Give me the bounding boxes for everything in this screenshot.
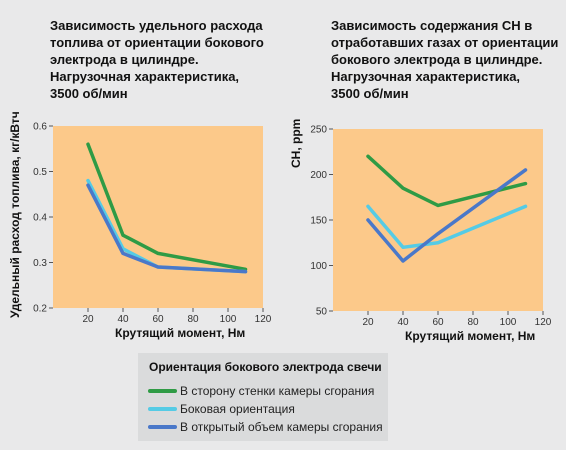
- chart1-y-tick-label: 0.4: [33, 213, 47, 224]
- chart2-plot: 20 40 60 80 100 120 50 100 150 200 250: [310, 125, 551, 329]
- chart2-series-point: [436, 241, 440, 245]
- legend-swatch-green: [148, 389, 177, 393]
- chart2-x-tick-label: 100: [500, 317, 517, 328]
- chart2-title-line: Зависимость содержания СН в: [331, 18, 532, 33]
- chart2-y-tick-label: 150: [310, 216, 327, 227]
- chart1-plot-area: [53, 126, 263, 308]
- chart2-series-point: [524, 204, 527, 208]
- chart2-y-tick-label: 100: [310, 261, 327, 272]
- chart2-title-line: Нагрузочная характеристика,: [331, 69, 520, 84]
- chart2-series-point: [436, 232, 440, 236]
- chart1-series-point: [86, 179, 90, 183]
- chart1-x-tick-label: 60: [152, 314, 164, 325]
- legend-title: Ориентация бокового электрода свечи: [149, 360, 382, 374]
- chart1-y-tick-label: 0.6: [33, 122, 47, 133]
- legend-label: Боковая ориентация: [180, 402, 295, 416]
- legend-swatch-cyan: [148, 407, 177, 411]
- legend-swatch-blue: [148, 425, 177, 429]
- chart2-series-line-1: [366, 204, 528, 250]
- chart2-ylabel: CH, ppm: [289, 119, 303, 168]
- legend-label: В открытый объем камеры сгорания: [180, 420, 383, 434]
- chart2-y-tick-label: 200: [310, 170, 327, 181]
- chart1-y-tick-label: 0.3: [33, 258, 47, 269]
- chart1-series-point: [121, 251, 125, 255]
- chart1-series-line-0: [86, 142, 248, 272]
- chart1-plot: 20 40 60 80 100 120 0.2 0.3 0.4 0.5 0.6: [33, 122, 272, 326]
- chart1-series-point: [156, 265, 160, 269]
- chart2-series-point: [436, 203, 440, 207]
- chart1-series-point: [244, 270, 247, 274]
- chart1-series-point: [121, 233, 125, 237]
- chart2-series-point: [524, 182, 527, 186]
- chart2-series-point: [524, 168, 527, 172]
- chart1-title-line: электрода в цилиндре.: [50, 52, 199, 67]
- chart2-x-tick-label: 40: [397, 317, 409, 328]
- chart2-title-line: отработавших газах от ориентации: [331, 35, 558, 50]
- chart2-series-point: [366, 218, 370, 222]
- chart2-series-point: [401, 259, 405, 263]
- chart2-y-tick-label: 50: [316, 307, 328, 318]
- chart2-xlabel: Крутящий момент, Нм: [405, 329, 535, 343]
- chart2-series-line-0: [366, 154, 528, 208]
- legend: [138, 353, 388, 441]
- chart1-title-line: топлива от ориентации бокового: [50, 35, 264, 50]
- chart1-title-line: Зависимость удельного расхода: [50, 18, 263, 33]
- chart2-series-point: [401, 186, 405, 190]
- chart1-ylabel: Удельный расход топлива, кг/кВтч: [8, 111, 22, 318]
- chart1-xlabel: Крутящий момент, Нм: [115, 326, 245, 340]
- chart2-x-tick-label: 120: [535, 317, 552, 328]
- chart2-series-point: [366, 154, 370, 158]
- chart1-x-tick-label: 40: [117, 314, 129, 325]
- chart1-series-point: [86, 142, 90, 146]
- chart2-plot-area: [333, 129, 543, 311]
- chart1-series-point: [156, 251, 160, 255]
- chart2-title-line: бокового электрода в цилиндре.: [331, 52, 542, 67]
- chart1-x-tick-label: 120: [255, 314, 272, 325]
- chart1-y-tick-label: 0.5: [33, 167, 47, 178]
- chart1-title: Зависимость удельного расхода топлива от…: [50, 18, 264, 101]
- chart2-series-point: [401, 245, 405, 249]
- chart1-y-tick-label: 0.2: [33, 304, 47, 315]
- chart2-x-tick-label: 80: [467, 317, 479, 328]
- chart2-series-point: [366, 204, 370, 208]
- chart2-y-tick-label: 250: [310, 125, 327, 136]
- chart1-x-tick-label: 100: [220, 314, 237, 325]
- chart1-series-point: [86, 183, 90, 187]
- chart1-x-tick-label: 20: [82, 314, 94, 325]
- chart1-title-line: 3500 об/мин: [50, 86, 128, 101]
- chart2-title-line: 3500 об/мин: [331, 86, 409, 101]
- chart2-x-tick-label: 60: [432, 317, 444, 328]
- chart1-x-tick-label: 80: [187, 314, 199, 325]
- legend-label: В сторону стенки камеры сгорания: [180, 384, 375, 398]
- chart1-title-line: Нагрузочная характеристика,: [50, 69, 239, 84]
- chart2-title: Зависимость содержания СН в отработавших…: [331, 18, 558, 101]
- chart1-series-line-2: [86, 183, 248, 274]
- chart2-series-line-2: [366, 168, 528, 263]
- chart2-x-tick-label: 20: [362, 317, 374, 328]
